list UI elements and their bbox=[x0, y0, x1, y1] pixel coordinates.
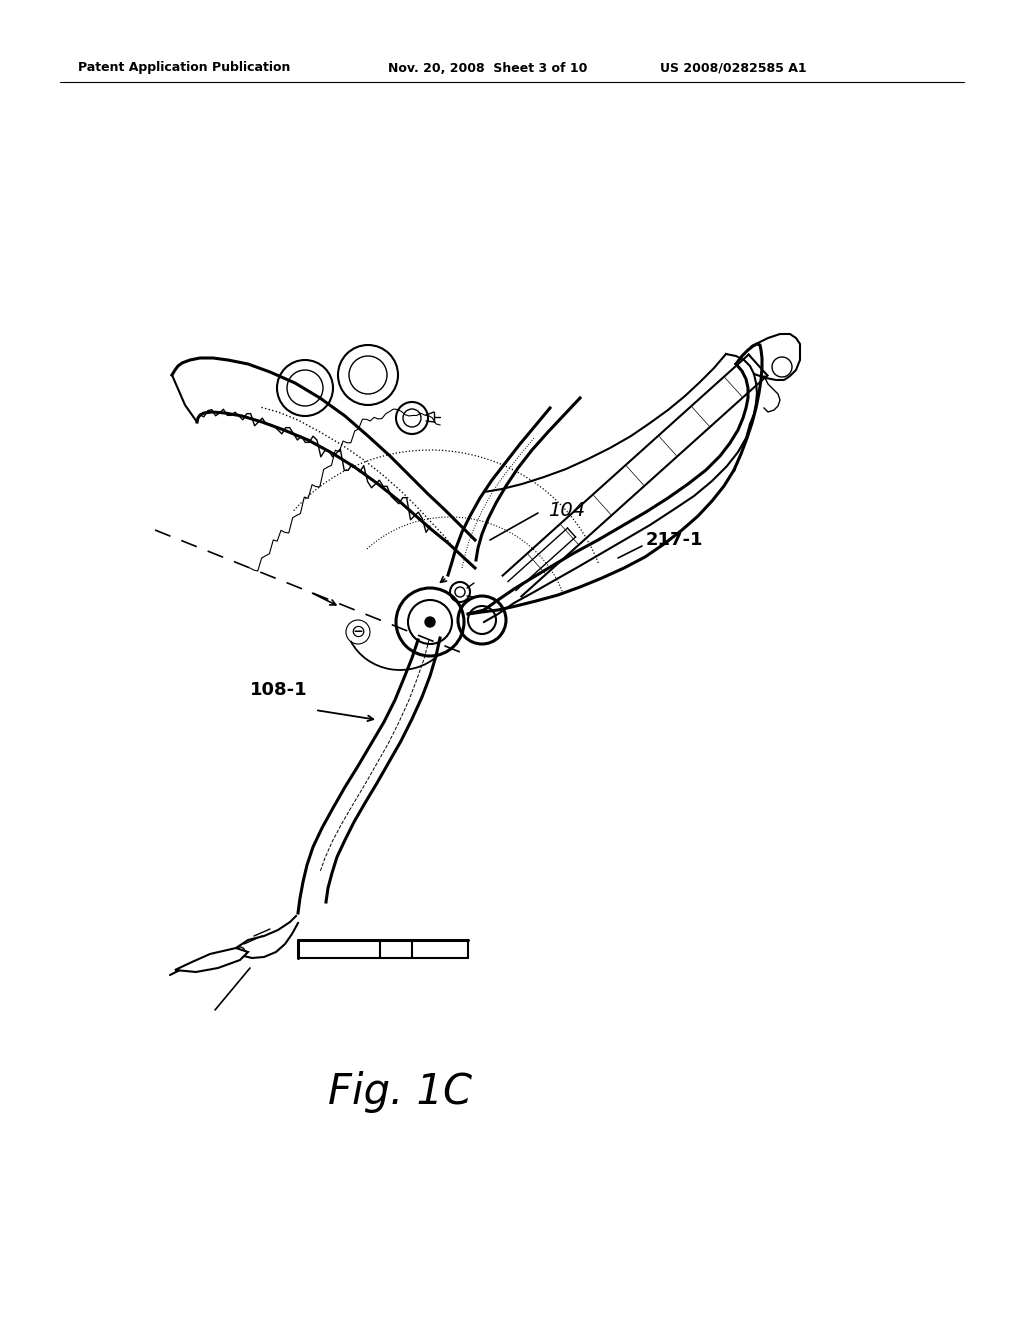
Polygon shape bbox=[175, 948, 248, 972]
Text: US 2008/0282585 A1: US 2008/0282585 A1 bbox=[660, 62, 807, 74]
Text: $\ominus$: $\ominus$ bbox=[350, 623, 366, 642]
Text: Fig. 1C: Fig. 1C bbox=[328, 1071, 472, 1113]
Text: Patent Application Publication: Patent Application Publication bbox=[78, 62, 291, 74]
Circle shape bbox=[425, 616, 435, 627]
Text: 217-1: 217-1 bbox=[646, 531, 703, 549]
Text: 104: 104 bbox=[548, 500, 585, 520]
Text: 108-1: 108-1 bbox=[250, 681, 307, 700]
Text: Nov. 20, 2008  Sheet 3 of 10: Nov. 20, 2008 Sheet 3 of 10 bbox=[388, 62, 588, 74]
